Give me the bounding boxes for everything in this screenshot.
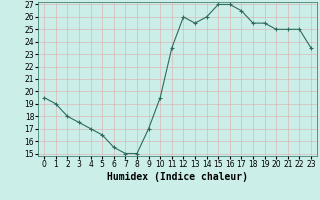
X-axis label: Humidex (Indice chaleur): Humidex (Indice chaleur): [107, 172, 248, 182]
